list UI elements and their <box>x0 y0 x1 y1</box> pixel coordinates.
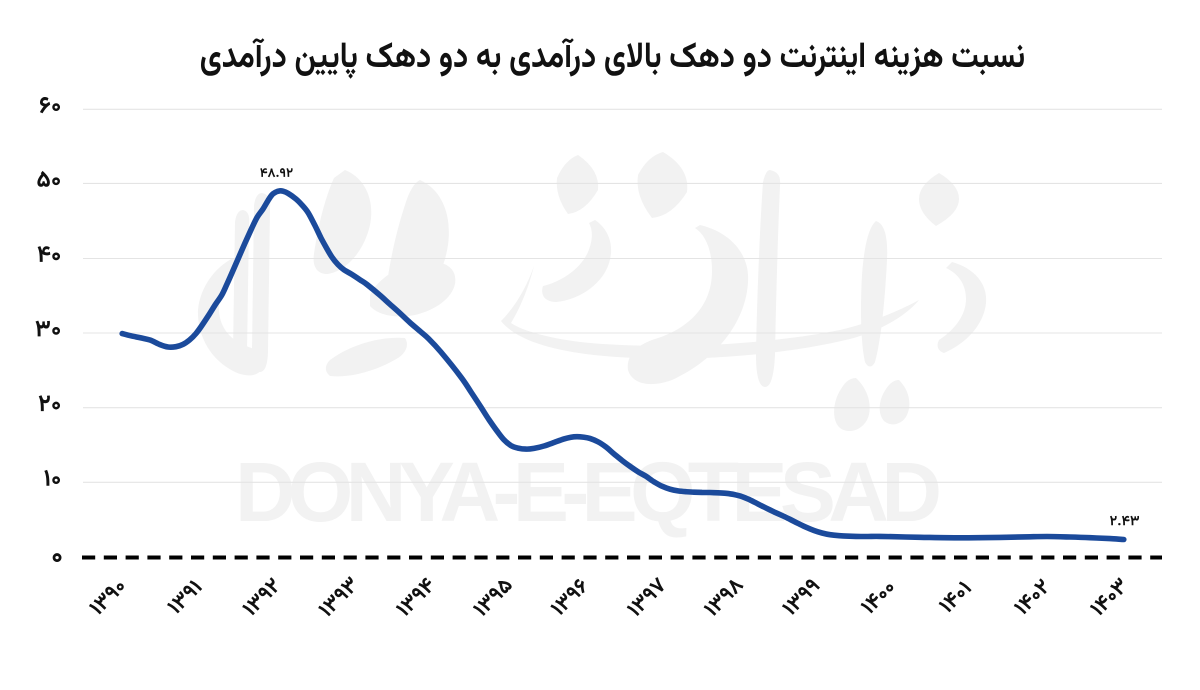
svg-text:DONYA-E-EQTESAD: DONYA-E-EQTESAD <box>235 445 942 539</box>
